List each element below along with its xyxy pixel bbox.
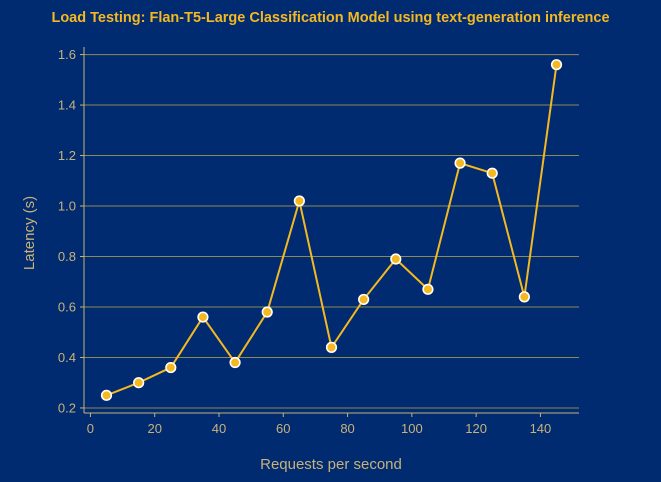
y-tick-label: 1.2 bbox=[58, 148, 76, 163]
y-tick-label: 0.6 bbox=[58, 299, 76, 314]
y-tick-label: 1.6 bbox=[58, 47, 76, 62]
grid-lines bbox=[84, 54, 579, 409]
chart-title: Load Testing: Flan-T5-Large Classificati… bbox=[51, 10, 609, 26]
data-point bbox=[293, 195, 305, 207]
data-point bbox=[133, 377, 145, 389]
y-tick-label: 0.8 bbox=[58, 249, 76, 264]
x-tick-label: 60 bbox=[276, 421, 290, 436]
data-point bbox=[358, 293, 370, 306]
data-point bbox=[550, 59, 563, 71]
data-point bbox=[100, 389, 113, 401]
data-points bbox=[100, 59, 563, 401]
data-point bbox=[390, 253, 402, 265]
x-tick-label: 20 bbox=[147, 421, 161, 436]
data-point bbox=[229, 356, 241, 369]
x-tick-label: 0 bbox=[87, 421, 94, 436]
x-tick-label: 120 bbox=[465, 421, 487, 436]
y-tick-label: 1.0 bbox=[58, 199, 76, 214]
data-point bbox=[197, 311, 209, 323]
x-tick-label: 40 bbox=[212, 421, 226, 436]
x-tick-label: 100 bbox=[401, 421, 423, 436]
y-tick-label: 0.4 bbox=[58, 350, 76, 365]
axes bbox=[83, 47, 579, 414]
y-axis-label: Latency (s) bbox=[21, 196, 38, 270]
y-axis-ticks: 0.2 0.4 0.6 0.8 1.0 1.2 1.4 1.6 bbox=[58, 47, 84, 415]
x-tick-label: 80 bbox=[340, 421, 354, 436]
data-point bbox=[325, 341, 338, 353]
data-point bbox=[454, 157, 466, 169]
y-tick-label: 1.4 bbox=[58, 98, 76, 113]
data-point bbox=[518, 291, 530, 303]
data-point bbox=[422, 283, 434, 295]
y-tick-label: 0.2 bbox=[58, 400, 76, 415]
data-point bbox=[165, 361, 177, 374]
x-tick-label: 140 bbox=[530, 421, 552, 436]
data-point bbox=[486, 167, 498, 179]
x-axis-ticks: 0 20 40 60 80 100 120 140 bbox=[87, 413, 551, 436]
x-axis-label: Requests per second bbox=[260, 456, 402, 473]
data-point bbox=[261, 306, 273, 318]
